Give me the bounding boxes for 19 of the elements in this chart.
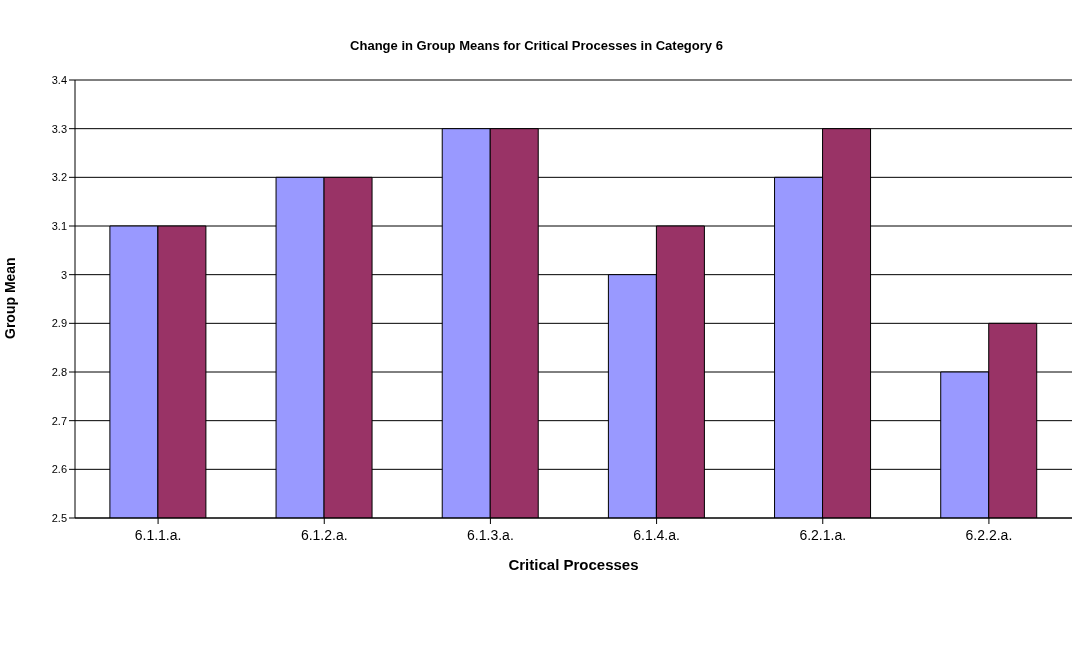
chart-title: Change in Group Means for Critical Processes in Category 6	[349, 38, 724, 53]
y-tick-label: 3.1	[51, 219, 67, 232]
x-tick-label: 6.1.2.a.	[300, 526, 348, 543]
x-tick-label: 6.2.2.a.	[965, 526, 1013, 543]
y-tick-label: 2.5	[51, 511, 67, 524]
x-tick-label: 6.1.1.a.	[134, 526, 182, 543]
y-tick-label: 3.4	[51, 73, 67, 86]
y-tick-label: 2.7	[51, 414, 67, 427]
y-tick-label: 2.8	[51, 365, 67, 378]
x-tick-label: 6.2.1.a.	[799, 526, 847, 543]
y-axis-title: Group Mean	[1, 257, 18, 339]
x-axis-title: Critical Processes	[508, 556, 639, 573]
y-tick-label: 3.2	[51, 171, 67, 184]
x-tick-label: 6.1.3.a.	[467, 526, 514, 543]
y-tick-label: 3.3	[51, 122, 67, 135]
x-tick-label: 6.1.4.a.	[633, 526, 680, 543]
y-tick-label: 3	[60, 268, 67, 281]
y-tick-label: 2.6	[51, 463, 67, 476]
y-tick-label: 2.9	[51, 317, 67, 330]
